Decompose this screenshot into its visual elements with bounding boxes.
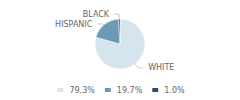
svg-text:HISPANIC: HISPANIC	[55, 20, 93, 29]
svg-text:WHITE: WHITE	[148, 63, 174, 72]
svg-text:BLACK: BLACK	[83, 10, 110, 19]
svg-text:79.3%: 79.3%	[69, 86, 95, 95]
svg-text:19.7%: 19.7%	[117, 86, 143, 95]
svg-text:1.0%: 1.0%	[164, 86, 185, 95]
